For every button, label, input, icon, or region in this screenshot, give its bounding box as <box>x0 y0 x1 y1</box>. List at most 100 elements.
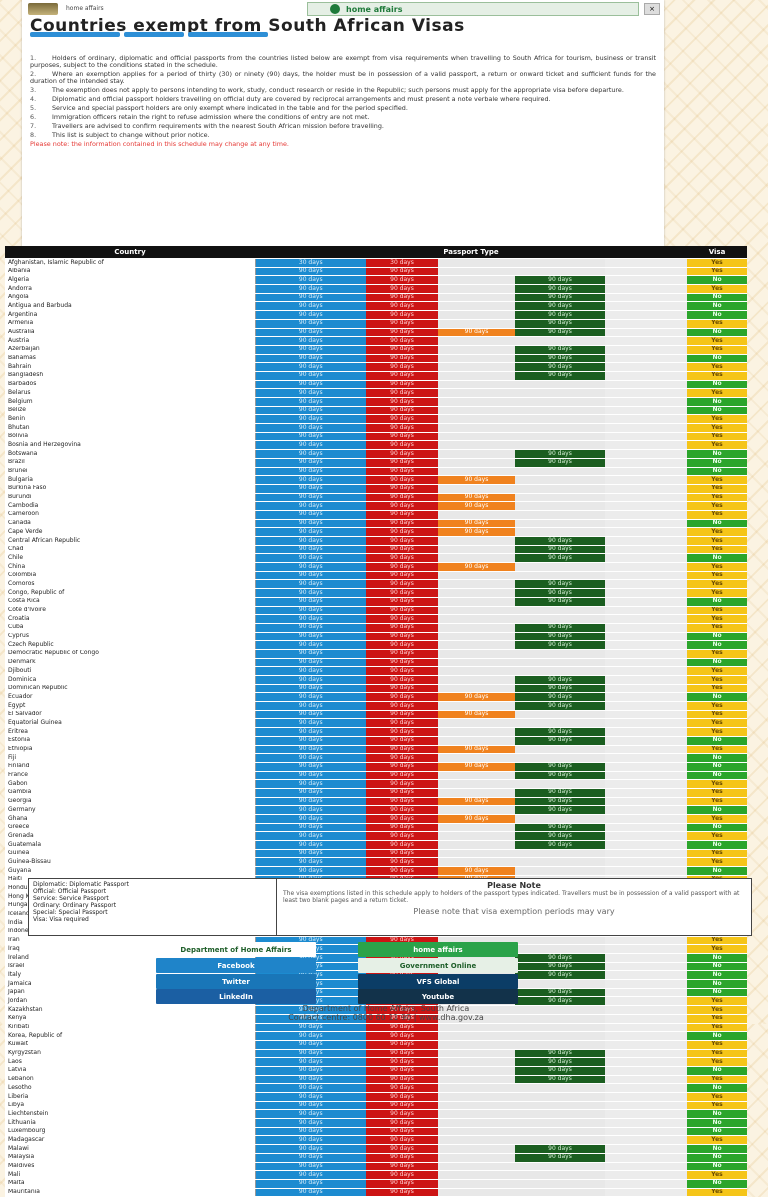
footer-line: Contact centre: 0800 60 11 90 | www.dha.… <box>288 1013 484 1022</box>
country-cell: Gabon <box>5 779 256 789</box>
diplomatic-cell: 90 days <box>255 762 366 772</box>
special-cell <box>605 571 688 581</box>
special-cell <box>605 484 688 494</box>
youtube-button[interactable]: Youtube <box>358 989 518 1004</box>
service-cell <box>438 579 515 590</box>
paragraph-text: The exemption does not apply to persons … <box>52 86 624 94</box>
home-affairs-button[interactable]: home affairs <box>358 942 518 957</box>
country-cell: Bolivia <box>5 432 256 442</box>
twitter-button[interactable]: Twitter <box>156 974 316 989</box>
ordinary-cell <box>515 649 605 659</box>
special-cell <box>605 866 688 876</box>
country-cell: Fiji <box>5 753 256 763</box>
legend-list: Diplomatic: Diplomatic Passport Official:… <box>29 879 277 935</box>
visa-cell: Yes <box>687 319 748 329</box>
ordinary-cell <box>515 336 605 346</box>
diplomatic-cell: 90 days <box>255 779 366 789</box>
visa-cell: Yes <box>687 501 748 511</box>
service-cell <box>438 362 515 372</box>
country-cell: Kenya <box>5 1014 256 1024</box>
special-cell <box>605 467 688 477</box>
table-row: Antigua and Barbuda 90 days 90 days 90 days… <box>5 301 748 312</box>
official-cell: 90 days <box>366 684 438 694</box>
table-row: Madagascar 90 days 90 days Yes <box>5 1135 748 1146</box>
service-cell <box>438 1075 515 1085</box>
service-cell <box>438 406 515 416</box>
official-cell: 90 days <box>366 866 438 876</box>
table-row: Cyprus 90 days 90 days 90 days No <box>5 632 748 642</box>
country-cell: Albania <box>5 267 256 277</box>
ordinary-cell: 90 days <box>515 762 605 772</box>
visa-cell: No <box>687 823 748 833</box>
service-cell: 90 days <box>438 493 515 503</box>
table-row: Greece 90 days 90 days 90 days No <box>5 823 748 833</box>
service-cell <box>438 336 515 346</box>
home-affairs-banner[interactable]: home affairs <box>307 2 639 16</box>
visa-cell: No <box>687 1153 748 1163</box>
special-cell <box>605 519 688 529</box>
country-cell: Andorra <box>5 284 256 294</box>
visa-cell: No <box>687 275 748 286</box>
paragraph-number: 4. <box>30 95 37 103</box>
diplomatic-cell: 90 days <box>255 623 366 633</box>
service-cell <box>438 614 515 624</box>
ordinary-cell: 90 days <box>515 1049 605 1059</box>
linkedin-button[interactable]: LinkedIn <box>156 989 316 1004</box>
table-row: Ethiopia 90 days 90 days 90 days Yes <box>5 745 748 755</box>
diplomatic-cell: 90 days <box>255 440 366 451</box>
ordinary-cell <box>515 745 605 755</box>
diplomatic-cell: 90 days <box>255 692 366 703</box>
country-cell: Mauritania <box>5 1188 256 1197</box>
special-cell <box>605 1118 688 1128</box>
close-button[interactable]: × <box>644 3 660 15</box>
service-cell <box>438 1135 515 1146</box>
visa-cell: Yes <box>687 484 748 494</box>
table-row: Bangladesh 90 days 90 days 90 days Yes <box>5 371 748 381</box>
service-cell <box>438 275 515 286</box>
diplomatic-cell: 90 days <box>255 267 366 277</box>
official-cell: 90 days <box>366 432 438 442</box>
special-cell <box>605 414 688 425</box>
service-cell <box>438 727 515 737</box>
special-cell <box>605 745 688 755</box>
official-cell: 90 days <box>366 814 438 824</box>
service-cell <box>438 632 515 642</box>
official-cell: 90 days <box>366 284 438 294</box>
ordinary-cell: 90 days <box>515 640 605 650</box>
visa-cell: Yes <box>687 666 748 676</box>
visa-cell: No <box>687 301 748 312</box>
service-cell <box>438 736 515 746</box>
vfs-global-button[interactable]: VFS Global <box>358 974 518 989</box>
official-cell: 90 days <box>366 545 438 555</box>
country-cell: Maldives <box>5 1162 256 1172</box>
country-cell: Luxembourg <box>5 1127 256 1137</box>
banner-label: home affairs <box>346 4 403 14</box>
service-cell <box>438 1005 515 1015</box>
special-cell <box>605 996 688 1007</box>
diplomatic-cell: 90 days <box>255 414 366 425</box>
service-cell <box>438 840 515 850</box>
visa-cell: No <box>687 1031 748 1041</box>
service-cell <box>438 649 515 659</box>
table-row: China 90 days 90 days 90 days Yes <box>5 562 748 572</box>
special-cell <box>605 597 688 607</box>
facebook-button[interactable]: Facebook <box>156 958 316 973</box>
country-cell: Democratic Republic of Congo <box>5 649 256 659</box>
table-row: Denmark 90 days 90 days No <box>5 658 748 668</box>
diplomatic-cell: 90 days <box>255 675 366 685</box>
official-cell: 90 days <box>366 475 438 485</box>
country-cell: Burkina Faso <box>5 484 256 494</box>
country-cell: Central African Republic <box>5 536 256 546</box>
government-online-button[interactable]: Government Online <box>358 958 518 973</box>
department-of-home-affairs-button[interactable]: Department of Home Affairs <box>156 942 316 957</box>
special-cell <box>605 458 688 468</box>
table-row: Estonia 90 days 90 days 90 days No <box>5 736 748 746</box>
special-cell <box>605 284 688 294</box>
special-cell <box>605 684 688 694</box>
country-cell: Egypt <box>5 701 256 711</box>
diplomatic-cell: 90 days <box>255 588 366 598</box>
table-row: Latvia 90 days 90 days 90 days No <box>5 1066 748 1076</box>
official-cell: 90 days <box>366 1083 438 1093</box>
visa-cell: No <box>687 467 748 477</box>
official-cell: 90 days <box>366 1040 438 1050</box>
